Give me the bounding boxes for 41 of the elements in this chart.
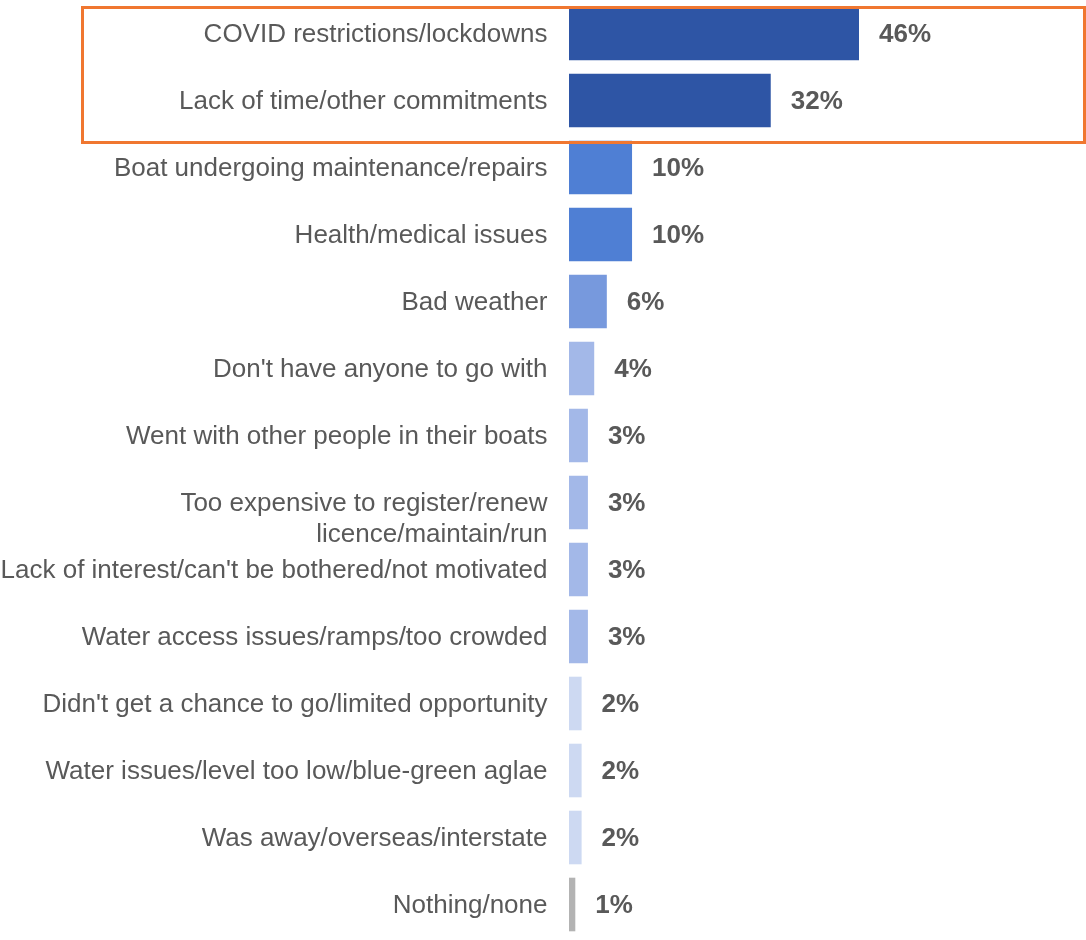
data-label: 2% xyxy=(601,687,640,718)
data-label: 46% xyxy=(879,17,932,48)
data-label: 3% xyxy=(607,486,646,517)
data-label: 10% xyxy=(652,218,705,249)
y-tick-label: Lack of time/other commitments xyxy=(179,84,548,115)
y-tick-label: Health/medical issues xyxy=(294,218,548,249)
y-tick-label: Didn't get a chance to go/limited opportunity xyxy=(42,687,548,718)
bar xyxy=(569,341,595,396)
data-label: 10% xyxy=(652,151,705,182)
data-label: 3% xyxy=(607,553,646,584)
y-tick-label: Was away/overseas/interstate xyxy=(201,821,548,852)
y-tick-label: Nothing/none xyxy=(392,888,548,919)
bar xyxy=(569,73,771,128)
data-label: 3% xyxy=(607,620,646,651)
data-label: 1% xyxy=(595,888,633,919)
data-label: 32% xyxy=(790,84,843,115)
bar xyxy=(569,408,588,463)
y-tick-label: Went with other people in their boats xyxy=(125,419,548,450)
y-tick-label: Too expensive to register/renew licence/maintain/run xyxy=(180,486,548,548)
bar xyxy=(569,743,582,798)
y-tick-label: COVID restrictions/lockdowns xyxy=(203,17,548,48)
y-tick-label: Water issues/level too low/blue-green aglae xyxy=(45,754,548,785)
data-label: 4% xyxy=(614,352,652,383)
bar xyxy=(569,475,588,530)
bar xyxy=(569,877,576,932)
bar xyxy=(569,207,633,262)
bar xyxy=(569,810,582,865)
bar xyxy=(569,542,588,597)
bar xyxy=(569,609,588,664)
bar xyxy=(569,274,607,329)
y-tick-label: Boat undergoing maintenance/repairs xyxy=(113,151,548,182)
y-tick-label: Water access issues/ramps/too crowded xyxy=(81,620,548,651)
y-tick-label: Don't have anyone to go with xyxy=(212,352,548,383)
y-tick-label: Lack of interest/can't be bothered/not motivated xyxy=(0,553,548,584)
data-label: 3% xyxy=(607,419,646,450)
data-label: 6% xyxy=(626,285,665,316)
data-label: 2% xyxy=(601,821,640,852)
bar xyxy=(569,676,582,731)
bar xyxy=(569,6,859,61)
data-label: 2% xyxy=(601,754,640,785)
y-tick-label: Bad weather xyxy=(401,285,548,316)
